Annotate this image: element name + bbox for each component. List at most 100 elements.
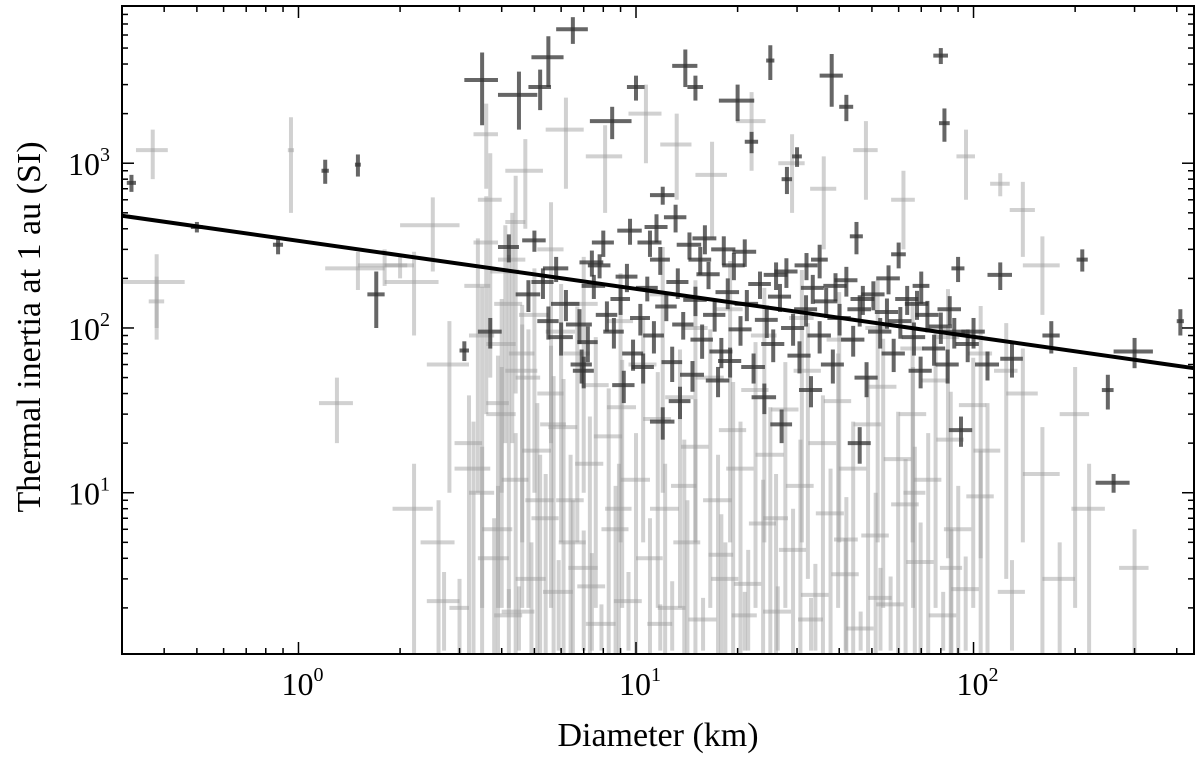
low-quality-point [585, 604, 616, 651]
high-quality-point [861, 281, 885, 311]
x-axis-label: Diameter (km) [557, 717, 758, 754]
high-quality-point [881, 338, 905, 373]
high-quality-point [974, 351, 1000, 381]
low-quality-point [997, 560, 1025, 651]
low-quality-point [643, 372, 672, 608]
high-quality-point [933, 48, 948, 65]
high-quality-point [655, 294, 677, 322]
high-quality-point [912, 271, 930, 304]
low-quality-point [966, 450, 994, 654]
low-quality-point [868, 567, 892, 651]
low-quality-point [810, 156, 837, 250]
high-quality-point [692, 225, 717, 255]
high-quality-point [792, 147, 802, 167]
low-quality-point [1006, 348, 1038, 543]
low-quality-point [473, 103, 498, 189]
high-quality-point [928, 312, 952, 344]
low-quality-point [518, 268, 549, 493]
low-quality-point [515, 329, 541, 608]
high-quality-point [531, 268, 554, 299]
high-quality-point [459, 341, 469, 362]
high-quality-point [637, 230, 662, 257]
fit-line [121, 213, 1195, 371]
low-quality-point [898, 366, 927, 608]
y-tick-label: 102 [68, 309, 110, 347]
low-quality-point [325, 251, 385, 291]
low-quality-point [477, 518, 509, 654]
high-quality-point [612, 370, 635, 404]
low-quality-point [876, 576, 904, 651]
low-quality-point [956, 129, 975, 200]
high-quality-point [531, 36, 564, 88]
high-quality-point [595, 301, 618, 332]
low-quality-point [556, 454, 584, 654]
low-quality-point [815, 468, 844, 654]
x-axis-ticks: 100 101 102 [121, 6, 1178, 702]
low-quality-point [778, 134, 805, 213]
x-tick-label-exponent: 0 [313, 664, 323, 686]
high-quality-point [766, 45, 775, 80]
low-quality-point [649, 463, 679, 654]
x-tick-label-base: 10 [281, 666, 313, 702]
low-quality-point [921, 332, 949, 608]
high-quality-point [951, 256, 965, 283]
high-quality-point [626, 75, 645, 101]
high-quality-point [643, 321, 664, 354]
low-quality-point [695, 141, 727, 239]
low-quality-point [1042, 542, 1076, 654]
high-quality-point [631, 353, 654, 384]
high-quality-point [787, 341, 811, 374]
high-quality-point [849, 221, 863, 255]
high-quality-point [679, 361, 704, 392]
high-quality-point [1076, 249, 1088, 272]
high-quality-point [579, 250, 604, 277]
low-quality-point [883, 411, 912, 654]
high-quality-point [794, 295, 818, 327]
high-quality-point [935, 349, 959, 384]
high-quality-point [748, 271, 771, 299]
high-quality-point [741, 353, 765, 384]
low-quality-point [464, 238, 491, 493]
low-quality-point [620, 433, 650, 654]
low-quality-point [838, 421, 867, 654]
high-quality-point [754, 305, 778, 338]
low-quality-point [800, 563, 829, 651]
low-quality-point [497, 212, 526, 444]
high-quality-point [781, 313, 805, 346]
low-quality-point [568, 530, 598, 651]
high-quality-point [672, 49, 698, 88]
low-quality-point [1022, 427, 1060, 654]
low-quality-point [287, 117, 295, 213]
x-tick-label: 102 [957, 664, 999, 702]
low-quality-point [505, 175, 526, 394]
low-quality-point [1009, 181, 1035, 257]
high-quality-point [891, 242, 906, 269]
low-quality-point [748, 479, 777, 654]
low-quality-point [505, 139, 543, 229]
low-quality-point [605, 463, 632, 654]
x-tick-label-exponent: 2 [989, 664, 999, 686]
low-quality-point [798, 597, 823, 651]
low-quality-point [148, 276, 165, 340]
low-quality-point [468, 446, 495, 654]
high-quality-point [987, 262, 1012, 291]
high-quality-point [938, 108, 950, 142]
low-quality-point [420, 500, 455, 654]
low-quality-point [688, 597, 717, 651]
high-quality-point [589, 106, 632, 140]
high-quality-point [705, 366, 730, 398]
high-quality-point [876, 265, 900, 295]
high-quality-point [751, 383, 777, 415]
low-quality-point [494, 589, 523, 654]
x-tick-label: 100 [281, 664, 323, 702]
high-quality-point [464, 52, 498, 126]
high-quality-point [841, 325, 865, 357]
y-tick-label-base: 10 [68, 476, 100, 512]
high-quality-point [728, 316, 752, 346]
low-quality-point [486, 355, 509, 608]
low-quality-point [384, 251, 439, 336]
high-quality-point [1000, 343, 1023, 378]
high-quality-point [565, 309, 592, 344]
high-quality-point [937, 296, 961, 326]
